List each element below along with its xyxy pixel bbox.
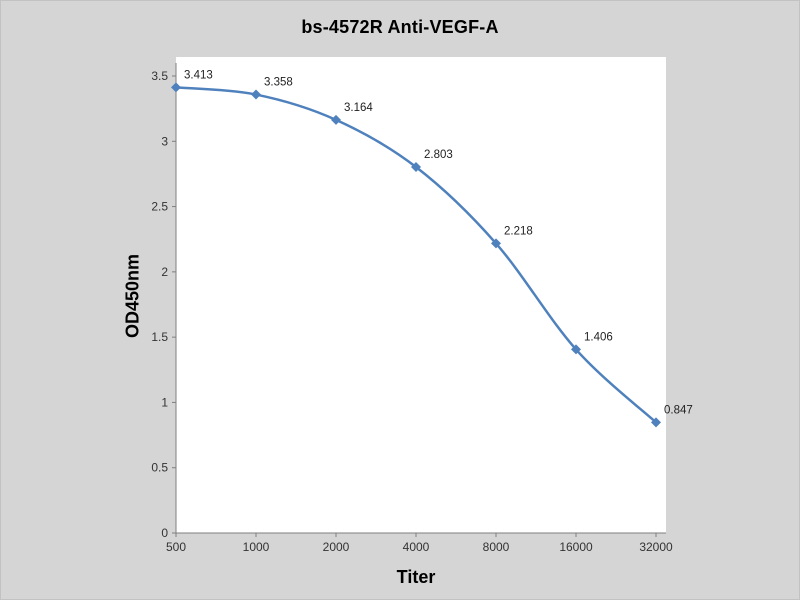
x-tick-label: 32000 [639, 540, 673, 554]
y-tick-label: 0 [161, 526, 168, 540]
x-axis-title: Titer [396, 567, 436, 587]
x-tick-label: 1000 [243, 540, 270, 554]
y-tick-label: 3.5 [151, 69, 168, 83]
data-point-marker [491, 238, 501, 249]
data-label: 1.406 [584, 331, 613, 343]
data-label: 3.358 [264, 77, 293, 89]
y-tick-label: 0.5 [151, 461, 168, 475]
y-tick-label: 2 [161, 265, 168, 279]
y-tick-label: 1 [161, 395, 168, 409]
data-label: 0.847 [664, 404, 693, 416]
x-tick-label: 16000 [559, 540, 593, 554]
y-tick-label: 1.5 [151, 330, 168, 344]
data-point-marker [331, 114, 341, 125]
x-tick-label: 8000 [483, 540, 510, 554]
data-point-marker [171, 82, 181, 93]
data-label: 3.164 [344, 102, 373, 114]
x-tick-label: 500 [166, 540, 186, 554]
data-label: 3.413 [184, 69, 213, 81]
data-label: 2.218 [504, 225, 533, 237]
x-tick-label: 2000 [323, 540, 350, 554]
y-tick-label: 3 [161, 134, 168, 148]
y-tick-label: 2.5 [151, 200, 168, 214]
data-point-marker [411, 162, 421, 173]
data-point-marker [571, 344, 581, 355]
data-label: 2.803 [424, 149, 453, 161]
x-tick-label: 4000 [403, 540, 430, 554]
data-point-marker [251, 89, 261, 100]
chart-title: bs-4572R Anti-VEGF-A [301, 17, 499, 37]
plot-background [176, 57, 666, 533]
data-point-marker [651, 417, 661, 428]
